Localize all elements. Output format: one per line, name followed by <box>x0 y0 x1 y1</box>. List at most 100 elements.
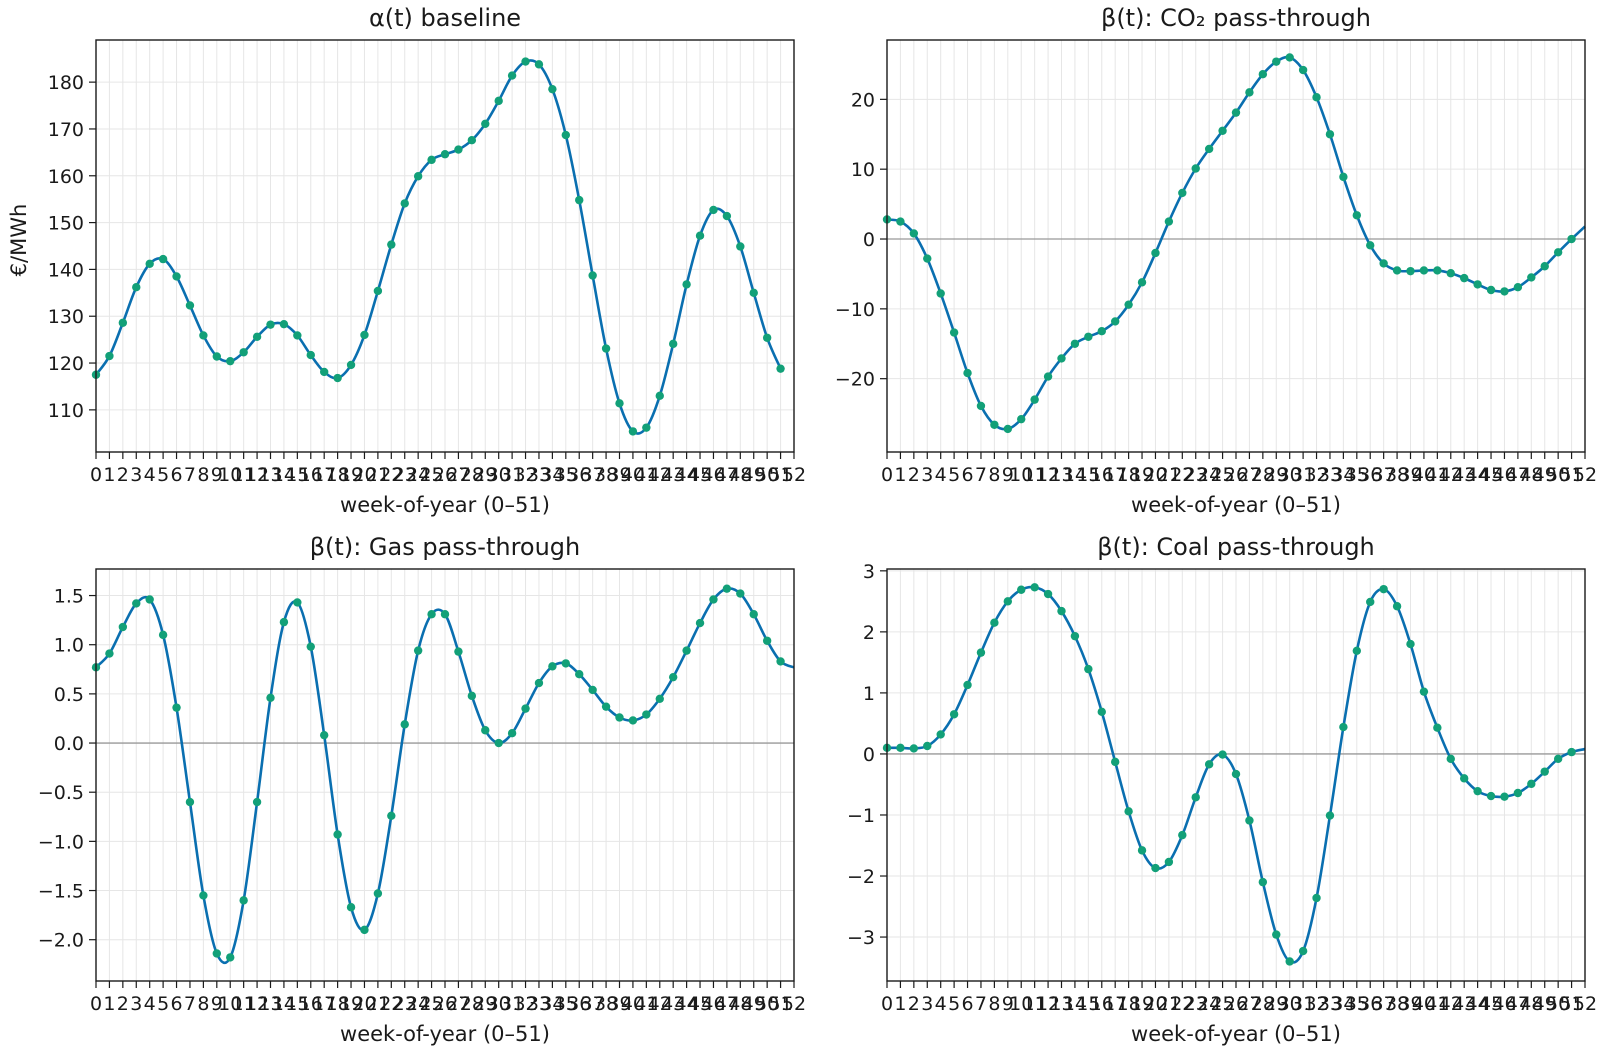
data-point <box>1231 108 1241 117</box>
x-tick-label: 15 <box>1076 993 1100 1015</box>
y-tick-label: 0.0 <box>54 733 84 755</box>
data-point <box>561 659 571 668</box>
x-tick-label: 25 <box>1210 464 1234 486</box>
y-axis-label: €/MWh <box>7 204 31 277</box>
data-point <box>1312 93 1321 102</box>
x-tick-label: 4 <box>935 993 947 1015</box>
x-tick-label: 13 <box>258 993 282 1015</box>
x-tick-label: 26 <box>1224 464 1248 486</box>
data-point <box>1513 788 1523 798</box>
data-point <box>575 670 584 679</box>
x-tick-label: 14 <box>1063 993 1087 1015</box>
x-tick-label: 45 <box>688 464 712 486</box>
x-tick-label: 46 <box>701 993 725 1015</box>
y-tick-label: −1 <box>847 805 875 827</box>
data-point <box>1110 317 1120 326</box>
x-tick-label: 51 <box>768 464 792 486</box>
x-tick-label: 12 <box>1036 464 1060 486</box>
x-tick-label: 13 <box>1049 464 1073 486</box>
data-point <box>990 420 999 429</box>
x-tick-label: 19 <box>1130 993 1154 1015</box>
data-point <box>1419 266 1429 275</box>
data-point <box>212 949 222 958</box>
data-point <box>1030 583 1039 592</box>
x-tick-label: 29 <box>1264 464 1288 486</box>
x-tick-label: 19 <box>339 464 363 486</box>
x-tick-label: 20 <box>352 993 376 1015</box>
x-tick-label: 19 <box>339 993 363 1015</box>
x-tick-label: 13 <box>1049 993 1073 1015</box>
x-tick-label: 12 <box>245 464 269 486</box>
x-tick-label: 29 <box>1264 993 1288 1015</box>
data-point <box>413 646 423 655</box>
x-tick-label: 52 <box>1573 993 1597 1015</box>
data-point <box>212 352 222 361</box>
x-tick-label: 6 <box>170 464 182 486</box>
data-point <box>668 339 678 349</box>
x-tick-label: 21 <box>366 464 390 486</box>
x-tick-label: 1 <box>894 464 906 486</box>
data-point <box>1379 259 1388 268</box>
data-point <box>655 694 664 703</box>
x-tick-label: 32 <box>1304 464 1328 486</box>
x-tick-label: 23 <box>393 993 417 1015</box>
x-tick-label: 2 <box>908 464 920 486</box>
x-tick-label: 4 <box>935 464 947 486</box>
x-tick-label: 45 <box>1479 464 1503 486</box>
data-point <box>1137 278 1147 287</box>
x-tick-label: 28 <box>460 993 484 1015</box>
data-point <box>1097 326 1106 336</box>
data-point <box>145 259 154 268</box>
x-tick-label: 24 <box>1197 464 1221 486</box>
data-point <box>132 283 141 292</box>
data-point <box>1151 248 1160 258</box>
data-point <box>105 649 114 658</box>
data-point <box>1043 372 1053 381</box>
x-tick-label: 45 <box>1479 993 1503 1015</box>
data-point <box>1191 164 1200 173</box>
data-point <box>132 599 141 608</box>
x-tick-label: 33 <box>1318 464 1342 486</box>
x-tick-label: 7 <box>184 464 196 486</box>
x-tick-label: 10 <box>1009 993 1033 1015</box>
y-tick-label: 140 <box>48 259 84 281</box>
data-point <box>1352 211 1362 220</box>
x-tick-label: 38 <box>1385 464 1409 486</box>
x-tick-label: 45 <box>688 993 712 1015</box>
x-tick-label: 14 <box>272 993 296 1015</box>
x-tick-label: 46 <box>1492 464 1516 486</box>
data-point <box>185 301 195 310</box>
y-tick-label: 120 <box>48 353 84 375</box>
x-tick-label: 50 <box>755 464 779 486</box>
x-tick-label: 37 <box>1372 464 1396 486</box>
x-tick-label: 0 <box>881 993 893 1015</box>
data-point <box>1017 414 1026 424</box>
x-tick-label: 10 <box>1009 464 1033 486</box>
x-tick-label: 11 <box>232 464 256 486</box>
x-tick-label: 41 <box>634 993 658 1015</box>
data-point <box>963 680 972 690</box>
data-point <box>252 332 262 342</box>
y-tick-label: 150 <box>48 213 84 235</box>
x-tick-label: 5 <box>948 993 960 1015</box>
data-point <box>1191 793 1200 802</box>
x-tick-label: 42 <box>648 993 672 1015</box>
panel-title: α(t) baseline <box>369 4 521 32</box>
x-tick-label: 0 <box>881 464 893 486</box>
x-tick-label: 36 <box>1358 464 1382 486</box>
x-tick-label: 46 <box>701 464 725 486</box>
x-tick-label: 3 <box>130 464 142 486</box>
data-point <box>1540 767 1549 776</box>
data-point <box>293 598 302 607</box>
x-tick-label: 48 <box>1519 464 1543 486</box>
data-point <box>1567 747 1576 757</box>
x-tick-label: 22 <box>379 464 403 486</box>
x-tick-label: 8 <box>197 993 209 1015</box>
x-tick-label: 28 <box>460 464 484 486</box>
data-point <box>226 953 235 962</box>
x-tick-label: 47 <box>715 464 739 486</box>
x-tick-label: 44 <box>1466 464 1490 486</box>
data-point <box>1433 723 1442 732</box>
x-tick-label: 22 <box>1170 993 1194 1015</box>
x-tick-label: 3 <box>130 993 142 1015</box>
